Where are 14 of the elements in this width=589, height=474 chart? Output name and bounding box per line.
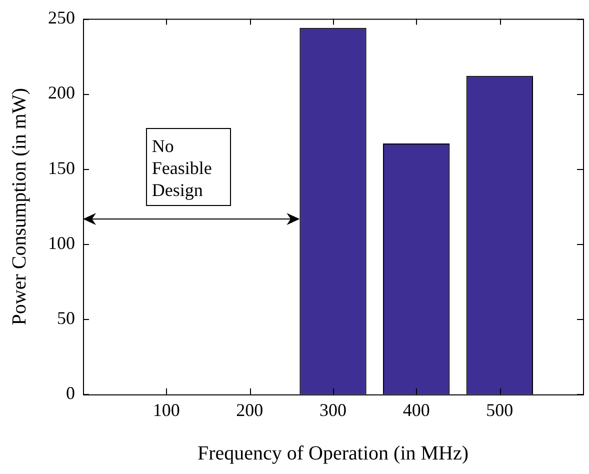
x-axis-title: Frequency of Operation (in MHz): [197, 442, 469, 464]
y-tick-label: 100: [48, 232, 75, 253]
x-tick-label: 500: [486, 400, 514, 420]
x-tick-label: 100: [152, 400, 180, 420]
y-axis-title: Power Consumption (in mW): [8, 88, 30, 326]
y-tick-label: 200: [48, 82, 75, 103]
x-tick-label: 300: [320, 400, 346, 420]
annotation: No Feasible Design: [146, 128, 231, 206]
y-tick-label: 50: [57, 308, 75, 328]
y-tick-label: 0: [66, 383, 75, 404]
y-tick-label: 150: [48, 158, 75, 178]
x-tick-label: 400: [402, 400, 430, 420]
y-tick-label: 250: [48, 8, 75, 28]
x-tick-label: 200: [236, 400, 264, 420]
